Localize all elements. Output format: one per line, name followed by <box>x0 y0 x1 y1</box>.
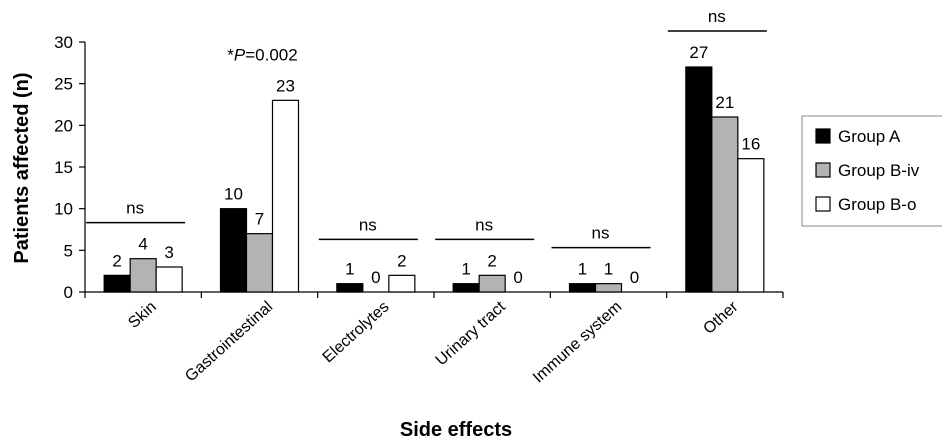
y-tick-label: 30 <box>54 33 73 52</box>
x-ticks: Skin Gastrointestinal Electrolytes Urinary … <box>84 292 784 387</box>
bar-group-b-iv <box>711 116 739 293</box>
y-tick-label: 15 <box>54 158 73 177</box>
y-tick-label: 10 <box>54 200 73 219</box>
bar-group-a <box>336 283 364 293</box>
annotations: ns *P=0.002 ns ns ns ns <box>86 7 767 249</box>
y-tick-label: 20 <box>54 116 73 135</box>
p-value-label: *P=0.002 <box>227 45 297 64</box>
x-category-label: Urinary tract <box>433 298 510 369</box>
legend-label: Group B-o <box>838 195 916 214</box>
bar-value-label: 2 <box>397 251 406 270</box>
bar-group-b-o <box>155 266 183 293</box>
legend-swatch <box>815 196 831 212</box>
bar-group-b-o <box>737 158 765 293</box>
x-category-label: Skin <box>125 298 160 331</box>
bar-value-label: 16 <box>741 135 760 154</box>
legend: Group A Group B-iv Group B-o <box>801 115 942 227</box>
y-axis-title: Patients affected (n) <box>11 72 33 263</box>
bar-group-b-iv <box>129 258 157 293</box>
legend-swatch <box>815 162 831 178</box>
bar-group-b-iv <box>594 283 623 293</box>
bar-value-label: 1 <box>578 260 587 279</box>
bar-value-label: 3 <box>164 243 173 262</box>
bar-value-label: 7 <box>255 210 264 229</box>
legend-swatch <box>815 128 831 144</box>
bar-value-label: 4 <box>138 235 147 254</box>
bar-value-label: 23 <box>276 76 295 95</box>
significance-label: ns <box>475 215 493 234</box>
bar-value-label: 0 <box>371 268 380 287</box>
bar-group-b-iv <box>478 274 506 293</box>
bar-value-label: 2 <box>487 251 496 270</box>
legend-label: Group B-iv <box>838 161 920 180</box>
x-category-label: Immune system <box>530 298 625 386</box>
significance-label: ns <box>708 7 726 26</box>
y-tick-label: 25 <box>54 75 73 94</box>
bar-group-b-iv <box>245 233 274 293</box>
x-axis-title: Side effects <box>400 419 512 441</box>
bar-value-label: 1 <box>345 260 354 279</box>
bar-group-b-o <box>388 274 416 293</box>
x-category-label: Gastrointestinal <box>182 298 276 385</box>
y-ticks: 0 5 10 15 20 25 30 <box>54 33 85 302</box>
legend-label: Group A <box>838 127 901 146</box>
significance-label: ns <box>126 199 144 218</box>
bar-value-label: 0 <box>630 268 639 287</box>
significance-label: ns <box>592 224 610 243</box>
significance-label: ns <box>359 215 377 234</box>
bar-value-label: 10 <box>224 185 243 204</box>
x-category-label: Other <box>700 298 742 338</box>
bar-value-label: 27 <box>689 43 708 62</box>
bars <box>103 66 765 293</box>
y-tick-label: 5 <box>64 241 73 260</box>
y-tick-label: 0 <box>64 283 73 302</box>
bar-group-a <box>568 283 597 293</box>
bar-group-a <box>685 66 713 293</box>
bar-value-label: 2 <box>112 251 121 270</box>
bar-value-label: 1 <box>604 260 613 279</box>
bar-value-label: 1 <box>461 260 470 279</box>
bar-group-b-o <box>271 99 300 293</box>
bar-group-a <box>452 283 480 293</box>
bar-value-label: 21 <box>715 93 734 112</box>
bar-value-label: 0 <box>513 268 522 287</box>
bar-group-a <box>103 274 131 293</box>
x-category-label: Electrolytes <box>320 298 393 366</box>
bar-group-a <box>219 208 248 293</box>
